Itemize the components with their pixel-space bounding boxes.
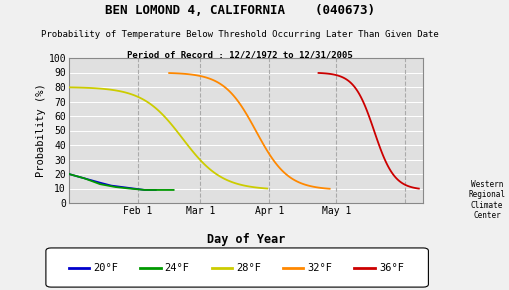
Text: Day of Year: Day of Year <box>207 233 285 246</box>
Text: Probability of Temperature Below Threshold Occurring Later Than Given Date: Probability of Temperature Below Thresho… <box>41 30 438 39</box>
Y-axis label: Probability (%): Probability (%) <box>36 84 46 177</box>
Text: 24°F: 24°F <box>164 263 189 273</box>
Text: Period of Record : 12/2/1972 to 12/31/2005: Period of Record : 12/2/1972 to 12/31/20… <box>127 51 352 60</box>
Text: 28°F: 28°F <box>236 263 261 273</box>
Text: Western
Regional
Climate
Center: Western Regional Climate Center <box>468 180 504 220</box>
Text: BEN LOMOND 4, CALIFORNIA    (040673): BEN LOMOND 4, CALIFORNIA (040673) <box>104 4 374 17</box>
Text: 20°F: 20°F <box>93 263 118 273</box>
Text: 32°F: 32°F <box>307 263 332 273</box>
Text: 36°F: 36°F <box>378 263 403 273</box>
